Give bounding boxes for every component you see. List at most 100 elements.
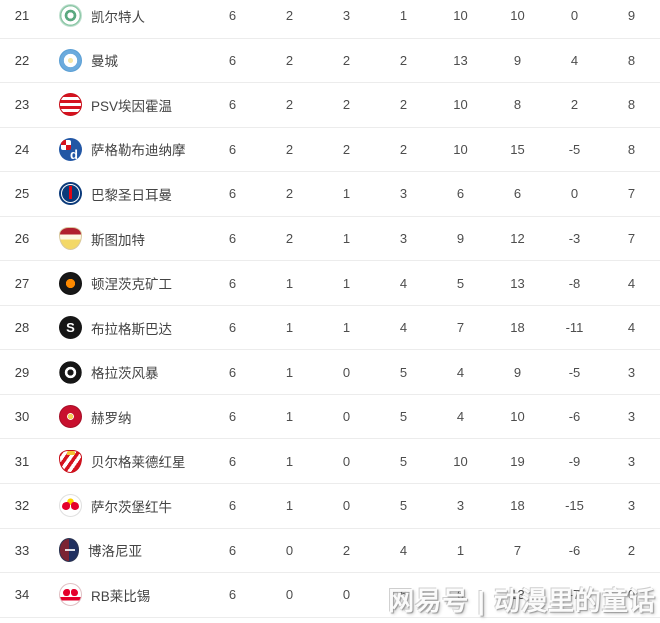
rank: 28 xyxy=(14,320,30,336)
table-row[interactable]: 29 格拉茨风暴 6 1 0 5 4 9 -5 3 xyxy=(0,350,660,395)
stuttgart-badge-icon xyxy=(59,227,82,250)
stat-played: 6 xyxy=(228,231,237,246)
team-name: 格拉茨风暴 xyxy=(91,366,159,382)
stat-wins: 2 xyxy=(285,231,294,246)
stat-losses: 1 xyxy=(399,8,408,24)
stat-goals-against: 9 xyxy=(513,52,522,68)
stat-goals-for: 9 xyxy=(456,231,465,246)
stat-wins: 2 xyxy=(285,186,294,202)
psg-badge-icon xyxy=(59,182,82,206)
stat-wins: 1 xyxy=(285,409,294,425)
team-cell: 顿涅茨克矿工 xyxy=(44,271,204,295)
team-name: 萨尔茨堡红牛 xyxy=(91,499,172,515)
team-cell: PSV埃因霍温 xyxy=(44,93,204,117)
stat-goal-diff: -11 xyxy=(565,320,584,336)
rank: 23 xyxy=(14,97,30,113)
celtic-badge-icon xyxy=(59,4,82,28)
shakhtar-badge-icon xyxy=(59,271,82,295)
stat-points: 9 xyxy=(627,8,636,24)
stat-goals-against: 12 xyxy=(510,231,525,246)
stat-goal-diff: 0 xyxy=(570,8,579,24)
stat-goals-against: 10 xyxy=(510,8,525,24)
stat-goals-against: 18 xyxy=(510,498,525,514)
stat-points: 3 xyxy=(627,409,636,425)
table-row[interactable]: 23 PSV埃因霍温 6 2 2 2 10 8 2 8 xyxy=(0,83,660,128)
stat-points: 0 xyxy=(627,587,636,603)
team-cell: 凯尔特人 xyxy=(44,4,204,28)
stat-goals-for: 3 xyxy=(456,498,465,514)
stat-goals-for: 5 xyxy=(456,275,465,291)
rank: 26 xyxy=(14,231,30,246)
stat-goal-diff: -15 xyxy=(565,498,584,514)
stat-goals-against: 19 xyxy=(510,453,525,469)
stat-losses: 4 xyxy=(399,275,408,291)
team-name: 博洛尼亚 xyxy=(88,544,142,560)
table-row[interactable]: 28 布拉格斯巴达 6 1 1 4 7 18 -11 4 xyxy=(0,305,660,351)
stat-goal-diff: -7 xyxy=(568,587,581,603)
psv-badge-icon xyxy=(59,93,82,117)
stat-wins: 1 xyxy=(285,453,294,469)
stat-draws: 1 xyxy=(342,275,351,291)
girona-badge-icon xyxy=(59,405,82,429)
table-row[interactable]: 33 博洛尼亚 6 0 2 4 1 7 -6 2 xyxy=(0,528,660,574)
table-row[interactable]: 27 顿涅茨克矿工 6 1 1 4 5 13 -8 4 xyxy=(0,261,660,306)
table-row[interactable]: 35 布拉迪斯拉发 xyxy=(0,617,660,623)
stat-goals-for: 10 xyxy=(453,141,468,157)
table-row[interactable]: 31 贝尔格莱德红星 6 1 0 5 10 19 -9 3 xyxy=(0,439,660,485)
stat-goal-diff: -5 xyxy=(568,364,581,380)
team-name: 贝尔格莱德红星 xyxy=(91,455,186,471)
table-row[interactable]: 26 斯图加特 6 2 1 3 9 12 -3 7 xyxy=(0,216,660,262)
team-cell: 赫罗纳 xyxy=(44,405,204,429)
stat-goals-for: 10 xyxy=(453,8,468,24)
stat-points: 7 xyxy=(627,231,636,246)
table-row[interactable]: 32 萨尔茨堡红牛 6 1 0 5 3 18 -15 3 xyxy=(0,484,660,529)
stat-losses: 5 xyxy=(399,453,408,469)
rank: 22 xyxy=(14,52,30,68)
stat-wins: 0 xyxy=(285,542,294,558)
sparta-badge-icon xyxy=(59,316,82,340)
stat-points: 8 xyxy=(627,141,636,157)
dinamo-badge-icon xyxy=(59,137,82,161)
team-name: 赫罗纳 xyxy=(91,410,132,426)
rank: 24 xyxy=(14,141,30,157)
stat-goals-against: 6 xyxy=(513,186,522,202)
stat-goals-for: 13 xyxy=(453,52,468,68)
table-row[interactable]: 21 凯尔特人 6 2 3 1 10 10 0 9 xyxy=(0,0,660,39)
stat-goal-diff: 4 xyxy=(570,52,579,68)
rank: 31 xyxy=(14,453,30,469)
rank: 33 xyxy=(14,542,30,558)
redstar-badge-icon xyxy=(59,449,82,473)
stat-goals-for: 6 xyxy=(456,587,465,603)
team-name: 斯图加特 xyxy=(91,232,145,248)
team-name: 顿涅茨克矿工 xyxy=(91,277,172,293)
team-cell: 萨格勒布迪纳摩 xyxy=(44,137,204,161)
stat-played: 6 xyxy=(228,141,237,157)
stat-losses: 3 xyxy=(399,231,408,246)
table-row[interactable]: 22 曼城 6 2 2 2 13 9 4 8 xyxy=(0,38,660,84)
team-cell: 格拉茨风暴 xyxy=(44,360,204,384)
stat-losses: 6 xyxy=(399,587,408,603)
table-row[interactable]: 24 萨格勒布迪纳摩 6 2 2 2 10 15 -5 8 xyxy=(0,127,660,173)
rank: 30 xyxy=(14,409,30,425)
stat-losses: 2 xyxy=(399,52,408,68)
rank: 21 xyxy=(14,8,30,24)
table-row[interactable]: 25 巴黎圣日耳曼 6 2 1 3 6 6 0 7 xyxy=(0,172,660,217)
stat-draws: 0 xyxy=(342,409,351,425)
stat-played: 6 xyxy=(228,186,237,202)
stat-played: 6 xyxy=(228,587,237,603)
stat-goals-for: 6 xyxy=(456,186,465,202)
table-row[interactable]: 30 赫罗纳 6 1 0 5 4 10 -6 3 xyxy=(0,394,660,440)
table-row[interactable]: 34 RB莱比锡 6 0 0 6 6 13 -7 0 xyxy=(0,573,660,618)
stat-goal-diff: -9 xyxy=(568,453,581,469)
stat-goals-for: 4 xyxy=(456,364,465,380)
stat-losses: 3 xyxy=(399,186,408,202)
rank: 25 xyxy=(14,186,30,202)
salzburg-badge-icon xyxy=(59,494,82,518)
stat-points: 3 xyxy=(627,364,636,380)
stat-losses: 5 xyxy=(399,498,408,514)
stat-played: 6 xyxy=(228,409,237,425)
stat-points: 4 xyxy=(627,320,636,336)
team-name: 萨格勒布迪纳摩 xyxy=(91,143,186,159)
